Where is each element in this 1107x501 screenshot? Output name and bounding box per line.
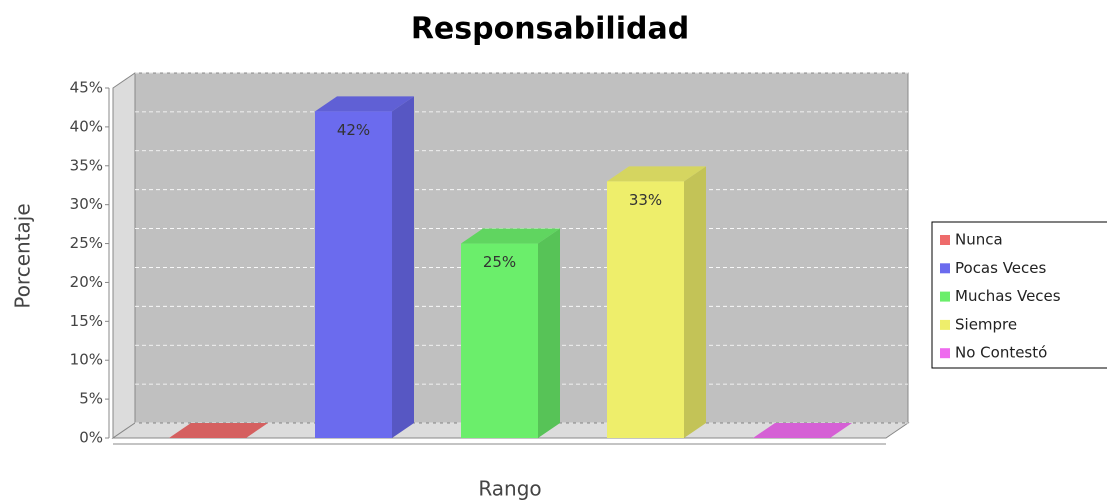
bar bbox=[461, 243, 538, 438]
legend-swatch bbox=[940, 263, 950, 274]
bar-top bbox=[315, 96, 414, 112]
y-tick-label: 5% bbox=[79, 390, 103, 408]
left-wall bbox=[112, 72, 136, 439]
bar bbox=[315, 111, 392, 438]
bar-top-shade bbox=[169, 423, 268, 438]
bar-top-shade bbox=[753, 423, 852, 438]
y-tick-label: 45% bbox=[70, 79, 103, 97]
legend-swatch bbox=[940, 235, 950, 245]
y-tick-label: 30% bbox=[70, 195, 103, 213]
legend-swatch bbox=[940, 348, 950, 359]
y-tick-label: 20% bbox=[70, 273, 103, 291]
legend-swatch bbox=[940, 319, 950, 330]
bar-side-shade bbox=[684, 166, 706, 439]
y-tick-label: 35% bbox=[70, 156, 103, 174]
x-axis-label: Rango bbox=[478, 477, 541, 501]
bar-top-shade bbox=[461, 228, 560, 244]
legend-label: No Contestó bbox=[955, 344, 1047, 362]
chart-title: Responsabilidad bbox=[411, 12, 689, 47]
y-axis-label: Porcentaje bbox=[11, 203, 35, 308]
bar-top bbox=[753, 423, 852, 438]
legend-label: Pocas Veces bbox=[955, 259, 1047, 277]
bar-top bbox=[169, 423, 268, 438]
bar-side bbox=[538, 228, 560, 438]
value-label: 42% bbox=[337, 121, 370, 139]
bar-top-shade bbox=[315, 96, 414, 112]
y-tick-label: 0% bbox=[79, 429, 103, 447]
y-tick-label: 40% bbox=[70, 117, 103, 135]
bar-top bbox=[607, 166, 706, 182]
bar-side bbox=[392, 96, 414, 438]
y-tick-label: 25% bbox=[70, 234, 103, 252]
bar-side bbox=[684, 166, 706, 439]
y-tick-label: 10% bbox=[70, 351, 103, 369]
legend-box bbox=[931, 221, 1107, 369]
legend-label: Muchas Veces bbox=[955, 287, 1061, 305]
legend-label: Siempre bbox=[955, 315, 1017, 333]
bar-side-shade bbox=[538, 228, 560, 438]
bar-top-shade bbox=[607, 166, 706, 182]
bar-side-shade bbox=[392, 96, 414, 438]
bar-top bbox=[461, 228, 560, 244]
value-label: 25% bbox=[483, 253, 516, 271]
legend-swatch bbox=[940, 291, 950, 302]
y-tick-label: 15% bbox=[70, 312, 103, 330]
legend-label: Nunca bbox=[955, 231, 1003, 249]
bar bbox=[607, 181, 684, 439]
value-label: 33% bbox=[629, 191, 662, 209]
